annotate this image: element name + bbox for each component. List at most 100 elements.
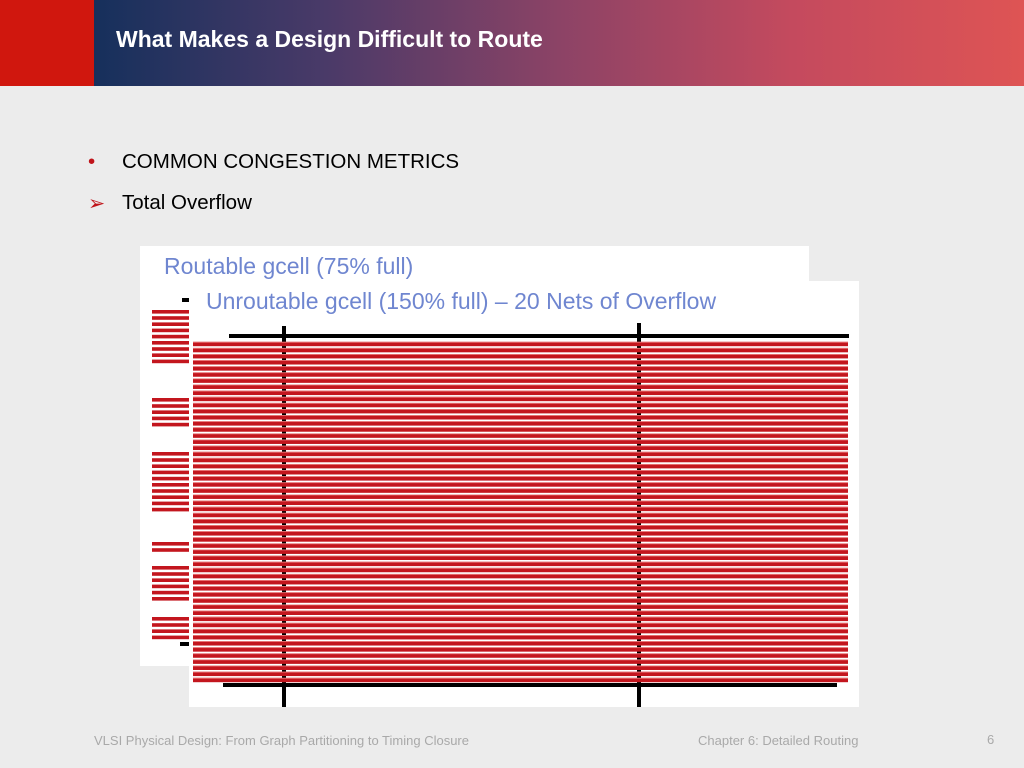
wire-highlight bbox=[193, 518, 848, 520]
footer-page-number: 6 bbox=[987, 732, 995, 747]
wire-highlight bbox=[193, 659, 848, 661]
wire-highlight bbox=[193, 586, 848, 587]
routed-wire bbox=[152, 422, 190, 427]
wire-highlight bbox=[193, 384, 848, 386]
routed-wire bbox=[193, 610, 848, 615]
routed-wire bbox=[152, 328, 190, 333]
wire-highlight bbox=[193, 500, 848, 502]
wire-highlight bbox=[193, 482, 848, 484]
routed-wire bbox=[152, 359, 190, 364]
routed-wire bbox=[193, 561, 848, 567]
unroutable-gcell-panel: Unroutable gcell (150% full) – 20 Nets o… bbox=[189, 281, 859, 707]
wire-highlight bbox=[193, 555, 848, 557]
routed-wire bbox=[193, 463, 848, 469]
routed-wire bbox=[193, 482, 848, 487]
header-gradient-bar bbox=[94, 0, 1024, 86]
wire-highlight bbox=[193, 347, 848, 349]
wire-highlight bbox=[193, 390, 848, 392]
wire-highlight bbox=[193, 354, 848, 355]
wire-highlight bbox=[193, 610, 848, 612]
wire-highlight bbox=[193, 488, 848, 490]
routed-wire bbox=[193, 653, 848, 658]
wire-highlight bbox=[193, 427, 848, 429]
routed-wire bbox=[152, 483, 190, 487]
routed-wire bbox=[193, 378, 848, 383]
routed-wire bbox=[193, 549, 848, 554]
routed-wire bbox=[193, 427, 848, 432]
wire-highlight bbox=[193, 372, 848, 374]
routed-wire bbox=[152, 584, 190, 589]
wire-highlight bbox=[193, 360, 848, 361]
wire-highlight bbox=[193, 671, 848, 673]
wire-highlight bbox=[193, 561, 848, 563]
wire-highlight bbox=[193, 341, 848, 343]
routed-wire bbox=[152, 566, 190, 570]
routed-wire bbox=[193, 677, 848, 683]
wire-highlight bbox=[193, 494, 848, 496]
routed-wire bbox=[152, 316, 190, 320]
routed-wire bbox=[152, 572, 190, 576]
routed-wire bbox=[152, 341, 190, 345]
routed-wire bbox=[152, 458, 190, 462]
routed-wire bbox=[152, 542, 190, 546]
routed-wire bbox=[152, 410, 190, 414]
routed-wire bbox=[152, 416, 190, 421]
routed-wire bbox=[193, 372, 848, 377]
routed-wire bbox=[193, 635, 848, 640]
arrow-bullet-icon: ➢ bbox=[88, 192, 106, 215]
routed-wire bbox=[152, 310, 190, 314]
routed-wire bbox=[193, 604, 848, 609]
routed-wire bbox=[152, 476, 190, 481]
wire-highlight bbox=[193, 616, 848, 618]
routed-wire bbox=[152, 470, 190, 475]
routed-wire bbox=[193, 360, 848, 365]
header-accent-block bbox=[0, 0, 94, 86]
routed-wire bbox=[152, 590, 190, 595]
routed-wire bbox=[152, 489, 190, 493]
routed-wire bbox=[193, 415, 848, 420]
routed-wire bbox=[152, 495, 190, 499]
routed-wire bbox=[152, 347, 190, 351]
routed-wire bbox=[193, 402, 848, 408]
wire-highlight bbox=[193, 415, 848, 416]
wire-highlight bbox=[193, 543, 848, 545]
routed-wire bbox=[193, 500, 848, 506]
routed-wire bbox=[193, 384, 848, 389]
routed-wire bbox=[193, 390, 848, 396]
routed-wire bbox=[152, 597, 190, 601]
routed-wire bbox=[193, 433, 848, 438]
routed-wire bbox=[193, 439, 848, 444]
wire-highlight bbox=[193, 396, 848, 398]
wire-highlight bbox=[193, 677, 848, 679]
wire-highlight bbox=[193, 622, 848, 624]
routed-wire bbox=[193, 470, 848, 475]
routed-wire bbox=[193, 659, 848, 664]
wire-highlight bbox=[193, 525, 848, 526]
footer-chapter: Chapter 6: Detailed Routing bbox=[698, 733, 859, 748]
routed-wire bbox=[193, 512, 848, 518]
bullet-text: Total Overflow bbox=[122, 191, 252, 214]
routed-wire bbox=[193, 647, 848, 652]
routed-wire bbox=[193, 665, 848, 670]
wire-highlight bbox=[193, 463, 848, 465]
routed-wire bbox=[193, 409, 848, 414]
routed-wire bbox=[193, 567, 848, 573]
wire-highlight bbox=[193, 665, 848, 667]
routed-wire bbox=[193, 451, 848, 457]
routed-wire bbox=[193, 525, 848, 530]
wire-highlight bbox=[193, 457, 848, 459]
wire-highlight bbox=[193, 573, 848, 575]
wire-highlight bbox=[193, 506, 848, 508]
wire-highlight bbox=[193, 470, 848, 471]
wire-highlight bbox=[193, 647, 848, 649]
unroutable-gcell-diagram bbox=[193, 323, 849, 707]
routable-gcell-caption: Routable gcell (75% full) bbox=[164, 253, 414, 279]
wire-highlight bbox=[193, 421, 848, 423]
routed-wire bbox=[193, 573, 848, 579]
slide-header: What Makes a Design Difficult to Route bbox=[0, 0, 1024, 86]
slide-title: What Makes a Design Difficult to Route bbox=[116, 26, 543, 52]
wire-highlight bbox=[193, 512, 848, 514]
routed-wire bbox=[193, 396, 848, 402]
wire-highlight bbox=[193, 378, 848, 380]
routed-wire bbox=[193, 518, 848, 524]
